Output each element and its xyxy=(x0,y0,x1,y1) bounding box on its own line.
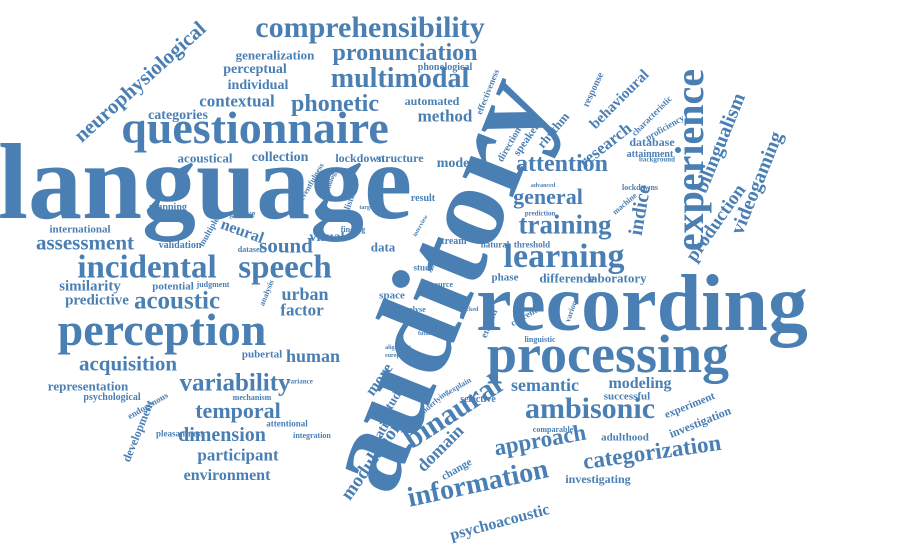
cloud-word: recording xyxy=(476,260,808,348)
cloud-word: individual xyxy=(227,78,289,93)
cloud-word: lockdown xyxy=(335,151,385,165)
cloud-word: mapping xyxy=(149,202,187,213)
cloud-word: cognitive xyxy=(220,208,256,219)
cloud-word: visual xyxy=(309,230,345,245)
cloud-word: project xyxy=(409,317,431,326)
cloud-word: urban xyxy=(281,284,329,304)
cloud-word: perception xyxy=(57,304,267,355)
cloud-word: threshold xyxy=(513,239,551,250)
cloud-word: model xyxy=(436,156,474,171)
cloud-word: categories xyxy=(148,108,208,123)
cloud-word: pronunciation xyxy=(332,40,478,66)
cloud-word: lockdowns xyxy=(621,183,659,192)
cloud-word: difference xyxy=(539,270,595,286)
cloud-word: ambisonic xyxy=(524,392,656,425)
cloud-word: sound xyxy=(259,233,313,258)
cloud-word: alignment xyxy=(385,345,411,351)
cloud-word: result xyxy=(410,193,436,204)
cloud-word: dataset xyxy=(237,245,263,254)
cloud-word: processing xyxy=(486,324,730,384)
cloud-word: incidental xyxy=(77,249,217,286)
cloud-word: judgment xyxy=(196,280,230,289)
cloud-word: natural xyxy=(480,239,510,250)
cloud-word: locked xyxy=(461,307,479,313)
cloud-word: potential xyxy=(152,280,194,293)
cloud-word: acquisition xyxy=(78,351,178,376)
cloud-word: predictive xyxy=(65,292,129,309)
cloud-word: dimension xyxy=(178,424,266,446)
cloud-word: acoustic xyxy=(133,287,221,315)
cloud-word: variance xyxy=(287,377,313,386)
cloud-word: attention xyxy=(516,151,608,177)
cloud-word: acoustical xyxy=(177,150,233,166)
cloud-word: generalization xyxy=(235,47,315,63)
cloud-word: finding xyxy=(340,225,366,234)
cloud-word: building xyxy=(459,201,481,207)
cloud-word: background xyxy=(638,155,676,164)
cloud-word: learning xyxy=(503,238,625,275)
cloud-word: collection xyxy=(251,150,309,165)
cloud-word: advanced xyxy=(530,183,556,189)
cloud-word: space xyxy=(379,289,405,302)
cloud-word: representation xyxy=(47,378,129,394)
cloud-word: investigating xyxy=(565,472,631,486)
cloud-word: factor xyxy=(280,300,324,320)
cloud-word: participant xyxy=(197,445,279,465)
cloud-word: language xyxy=(0,123,413,242)
cloud-word: perceptual xyxy=(223,62,287,77)
cloud-word: analyse xyxy=(400,305,426,314)
cloud-word: general xyxy=(513,184,583,209)
cloud-word: phonological xyxy=(417,62,473,73)
cloud-word: validation xyxy=(158,240,202,251)
cloud-word: training xyxy=(518,209,612,240)
cloud-word: variability xyxy=(179,369,291,397)
cloud-word: attainment xyxy=(626,149,674,160)
cloud-word: study xyxy=(413,262,435,273)
cloud-word: questionnaire xyxy=(121,102,389,153)
cloud-word: target xyxy=(359,205,375,211)
cloud-word: database xyxy=(629,135,675,149)
cloud-word: laboratory xyxy=(587,270,647,286)
cloud-word: environment xyxy=(183,467,271,484)
cloud-word: contextual xyxy=(199,91,275,111)
cloud-word: pleasantness xyxy=(155,428,205,439)
cloud-word: integration xyxy=(293,431,331,440)
cloud-word: prediction xyxy=(524,209,556,218)
cloud-word: phase xyxy=(491,271,519,284)
cloud-word: human xyxy=(285,346,341,366)
cloud-word: method xyxy=(417,106,473,126)
cloud-word: international xyxy=(49,223,111,236)
cloud-word: temporal xyxy=(195,398,281,423)
cloud-word: structure xyxy=(376,151,424,165)
cloud-word: selective xyxy=(460,394,496,405)
cloud-word: adulthood xyxy=(601,431,649,444)
cloud-word: modeling xyxy=(608,375,672,392)
cloud-word: vowel xyxy=(438,260,454,266)
cloud-word: successful xyxy=(603,390,651,403)
cloud-word: phonetic xyxy=(290,91,380,117)
cloud-word: mechanism xyxy=(232,393,272,402)
cloud-word: attentional xyxy=(266,418,308,429)
cloud-word: european xyxy=(385,353,409,359)
cloud-word: psychoacoustic xyxy=(448,501,552,544)
cloud-word: source xyxy=(430,280,454,289)
cloud-word: psychological xyxy=(83,392,141,403)
cloud-word: similarity xyxy=(59,278,121,295)
cloud-word: response xyxy=(580,70,607,109)
cloud-word: assessment xyxy=(36,230,134,255)
cloud-word: data xyxy=(370,239,396,255)
cloud-word: linguistic xyxy=(524,335,556,344)
cloud-word: automated xyxy=(404,94,460,108)
cloud-word: comprehensibility xyxy=(255,11,485,44)
cloud-word: future xyxy=(418,331,434,337)
cloud-word: multimodal xyxy=(330,63,470,94)
cloud-word: comparable xyxy=(532,425,574,434)
cloud-word: semantic xyxy=(511,375,579,395)
cloud-word: pubertal xyxy=(241,348,283,361)
cloud-word: speech xyxy=(238,249,332,286)
cloud-word: stream xyxy=(437,236,467,247)
